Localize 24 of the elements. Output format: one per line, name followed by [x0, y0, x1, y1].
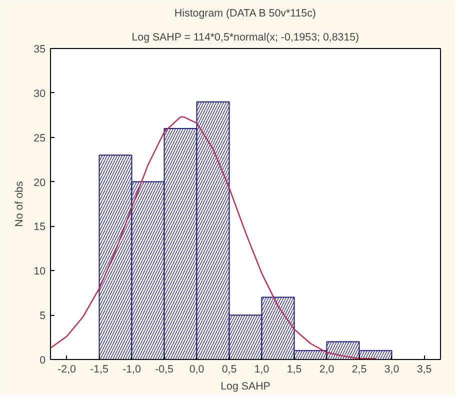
- y-tick-label: 15: [34, 221, 46, 234]
- y-tick-label: 10: [34, 266, 46, 278]
- x-tick-label: 3,0: [384, 364, 400, 376]
- x-tick-label: 2,0: [319, 364, 334, 376]
- y-tick-label: 35: [34, 44, 46, 56]
- x-tick-label: -2,0: [58, 364, 76, 376]
- chart-title: Histogram (DATA B 50v*115c): [174, 8, 316, 20]
- y-tick-label: 0: [40, 354, 46, 366]
- x-tick-label: 1,0: [254, 364, 270, 376]
- y-tick-label: 25: [34, 132, 46, 144]
- x-tick-label: -1,5: [90, 364, 109, 376]
- x-tick-label: -1,0: [122, 364, 142, 376]
- x-tick-label: 0,5: [222, 364, 237, 376]
- x-tick-label: 2,5: [352, 364, 367, 376]
- chart-subtitle: Log SAHP = 114*0,5*normal(x; -0,1953; 0,8315): [132, 32, 360, 44]
- y-tick-label: 5: [40, 310, 46, 322]
- x-tick-label: 1,5: [286, 364, 302, 376]
- x-tick-label: 3,5: [416, 364, 432, 376]
- x-tick-label: -0,5: [155, 364, 174, 376]
- y-tick-label: 20: [34, 176, 46, 189]
- y-axis-title: No of obs: [14, 181, 26, 227]
- y-tick-label: 30: [34, 88, 46, 100]
- x-axis-title: Log SAHP: [220, 380, 270, 392]
- x-tick-label: 0,0: [189, 364, 204, 376]
